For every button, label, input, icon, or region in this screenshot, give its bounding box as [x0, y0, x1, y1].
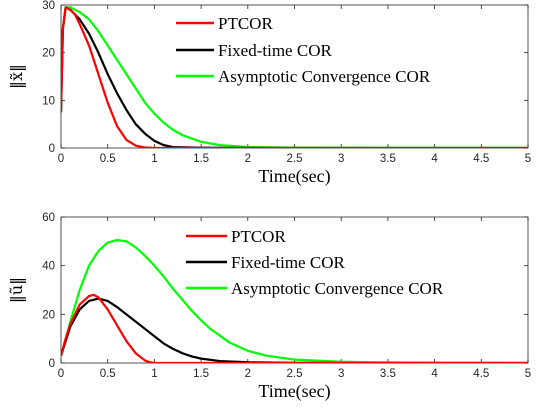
series-line-ptcor — [61, 293, 528, 363]
legend-label: Fixed-time COR — [231, 253, 345, 272]
legend-label: Fixed-time COR — [218, 41, 332, 60]
legend: PTCOR Fixed-time COR Asymptotic Convergenc… — [186, 227, 444, 298]
x-tick-label: 1.5 — [193, 368, 209, 380]
x-tick-label: 3 — [338, 368, 344, 380]
x-tick-label: 4 — [431, 153, 438, 165]
x-tick-label: 4 — [431, 368, 438, 380]
y-tick-label: 40 — [42, 261, 55, 273]
x-tick-label: 4.5 — [473, 153, 489, 165]
series-line-fixed-time-cor — [61, 297, 528, 363]
x-tick-label: 2.5 — [287, 368, 303, 380]
y-tick-label: 0 — [49, 143, 55, 155]
series-line-ptcor — [61, 6, 528, 148]
x-axis-title: Time(sec) — [258, 166, 330, 187]
chart-2: 0 0.5 1 1.5 2 2.5 3 3.5 4 4.5 5 0 20 40 60 Time(sec) ‖ũ‖… — [7, 212, 531, 402]
x-tick-label: 0 — [58, 153, 64, 165]
x-tick-label: 2 — [245, 153, 251, 165]
x-tick-label: 0.5 — [100, 368, 116, 380]
y-axis-title: ‖ũ‖ — [7, 277, 26, 303]
y-tick-label: 20 — [42, 309, 55, 321]
series-line-asymptotic-convergence-cor — [61, 239, 528, 363]
x-tick-label: 5 — [525, 368, 531, 380]
x-tick-label: 5 — [525, 153, 531, 165]
plot-area — [60, 216, 529, 364]
legend-label: Asymptotic Convergence COR — [218, 67, 431, 86]
x-tick-label: 3.5 — [380, 368, 396, 380]
legend-label: PTCOR — [218, 14, 273, 33]
x-tick-label: 3.5 — [380, 153, 396, 165]
y-tick-label: 0 — [49, 358, 55, 370]
x-tick-label: 0 — [58, 368, 64, 380]
legend-label: Asymptotic Convergence COR — [231, 279, 444, 298]
x-tick-label: 1 — [151, 153, 157, 165]
x-tick-label: 4.5 — [473, 368, 489, 380]
legend-label: PTCOR — [231, 227, 286, 246]
x-axis-title: Time(sec) — [258, 381, 330, 402]
y-tick-label: 30 — [42, 0, 55, 12]
y-axis-title: ‖x̃‖ — [7, 64, 26, 89]
y-tick-label: 10 — [42, 95, 55, 107]
x-tick-label: 1 — [151, 368, 157, 380]
x-tick-label: 2 — [245, 368, 251, 380]
plot-area — [60, 4, 529, 149]
y-tick-label: 20 — [42, 48, 55, 60]
x-tick-label: 3 — [338, 153, 344, 165]
x-tick-label: 2.5 — [287, 153, 303, 165]
chart-1: 0 0.5 1 1.5 2 2.5 3 3.5 4 4.5 5 0 10 20 30 Time(sec) ‖x̃… — [7, 0, 531, 187]
x-tick-label: 0.5 — [100, 153, 116, 165]
legend: PTCOR Fixed-time COR Asymptotic Convergenc… — [176, 14, 431, 86]
x-tick-label: 1.5 — [193, 153, 209, 165]
y-tick-label: 60 — [42, 212, 55, 224]
